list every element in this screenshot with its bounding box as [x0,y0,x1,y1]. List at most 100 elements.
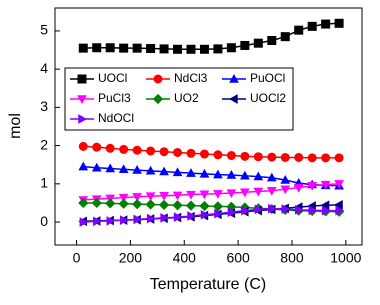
marker [213,169,223,179]
marker [199,168,210,178]
y-tick-label: 0 [40,213,48,229]
marker [105,143,115,153]
legend-label: PuCl3 [98,91,131,105]
marker [240,170,250,180]
marker [105,198,116,209]
marker [132,198,143,210]
marker [200,209,210,220]
marker [153,74,163,84]
marker [321,19,331,29]
marker [93,216,102,227]
marker [186,190,196,200]
marker [307,153,317,163]
x-tick-label: 600 [226,250,250,266]
marker [145,192,156,202]
marker [229,73,239,83]
marker [253,38,263,48]
marker [173,212,183,222]
marker [308,205,318,216]
x-tick-label: 200 [119,250,143,266]
marker [321,153,331,163]
marker [91,162,102,172]
marker [186,44,196,54]
marker [295,204,304,215]
marker [146,44,156,54]
y-tick-label: 2 [40,136,48,152]
legend-box [64,67,294,131]
marker [199,190,210,200]
marker [334,180,344,189]
marker [146,213,156,224]
marker [187,211,197,221]
marker [118,193,129,203]
marker [77,95,87,105]
marker [280,185,291,195]
marker [334,18,344,28]
marker [78,197,89,209]
y-tick-label: 4 [40,60,48,76]
marker [92,43,102,53]
marker [320,200,330,211]
marker [226,43,236,53]
y-axis-label: mol [7,113,24,139]
marker [132,145,142,155]
marker [267,152,277,162]
marker [152,93,164,105]
marker [226,189,237,199]
x-tick-label: 800 [280,250,304,266]
marker [280,152,290,162]
marker [321,205,331,216]
legend-label: UOCl [98,71,127,85]
marker [334,200,343,210]
marker [320,180,331,190]
marker [106,216,116,226]
marker [280,32,290,42]
x-axis-label: Temperature (C) [150,276,266,293]
marker [172,200,183,211]
marker [160,213,170,223]
marker [199,149,209,159]
marker [78,141,88,151]
y-tick-label: 5 [40,22,48,38]
plot-frame [54,7,363,246]
marker [172,167,183,177]
marker [213,44,223,54]
marker [226,170,237,179]
marker [91,197,102,209]
marker [253,187,264,197]
marker [78,161,89,171]
legend-label: NdCl3 [174,71,208,85]
marker [307,182,318,191]
marker [158,199,170,210]
marker [132,193,142,202]
marker [105,163,116,173]
marker [334,153,344,163]
marker [173,147,183,157]
marker [159,147,169,157]
marker [159,191,169,201]
marker [79,217,89,227]
x-tick-label: 400 [173,250,197,266]
legend-label: PuOCl [250,71,285,85]
legend-label: NdOCl [98,111,134,125]
marker [227,207,237,217]
marker [119,215,129,226]
x-tick-label: 0 [73,250,81,266]
marker [241,205,250,216]
marker [159,166,169,176]
marker [267,35,277,45]
marker [199,200,210,212]
marker [266,187,277,196]
x-tick-label: 1000 [330,250,361,266]
marker [78,43,88,53]
legend-label: UO2 [174,91,199,105]
marker [281,204,291,214]
marker [186,148,196,158]
marker [145,199,156,210]
marker [213,190,223,199]
marker [118,164,129,174]
marker [253,171,264,181]
marker [294,152,304,162]
marker [280,174,291,184]
marker [253,152,263,162]
